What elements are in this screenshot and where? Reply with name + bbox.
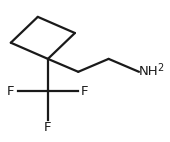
Text: F: F <box>7 85 15 98</box>
Text: 2: 2 <box>158 63 164 73</box>
Text: NH: NH <box>138 65 158 78</box>
Text: F: F <box>44 121 52 134</box>
Text: F: F <box>81 85 89 98</box>
